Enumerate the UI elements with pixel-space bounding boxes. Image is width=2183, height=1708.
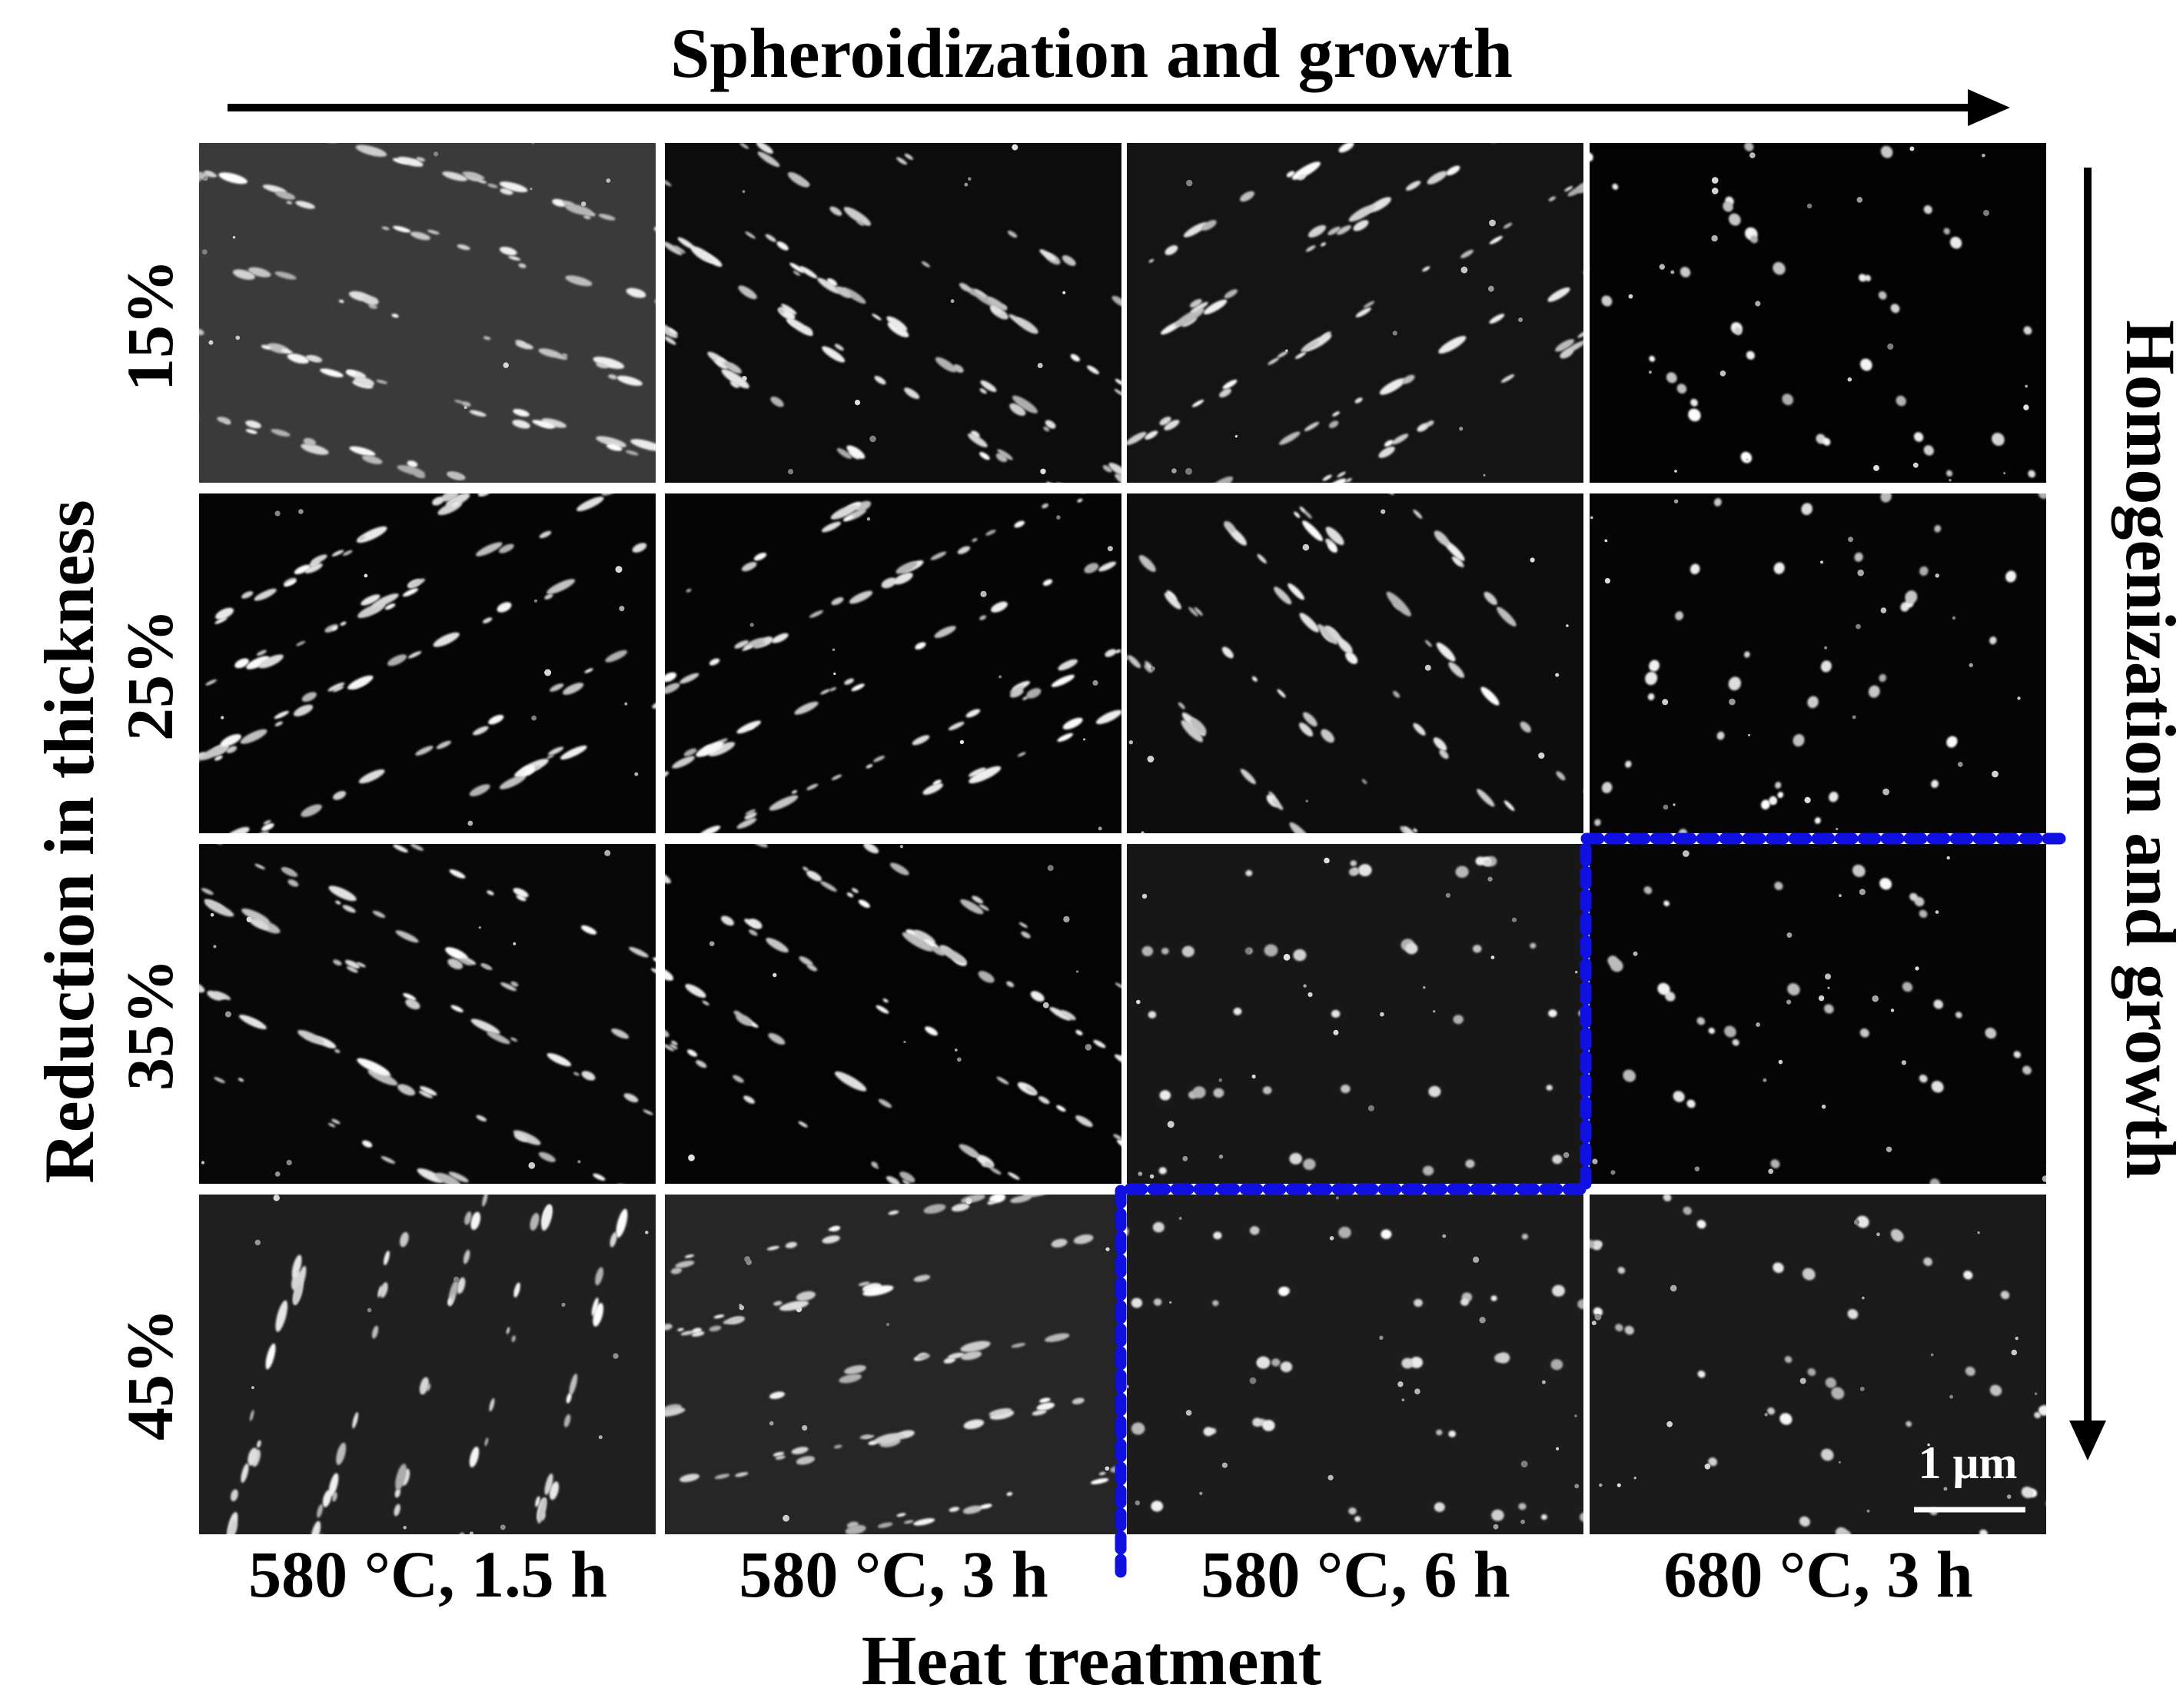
row-label-4: 45% xyxy=(113,1308,187,1441)
micrograph-panel-r4-c3 xyxy=(1127,1195,1583,1534)
micrograph-panel-r1-c2 xyxy=(665,143,1121,483)
column-label-2: 580 °C, 3 h xyxy=(739,1537,1048,1611)
micrograph-panel-r4-c2 xyxy=(665,1195,1121,1534)
micrograph-grid xyxy=(199,143,2046,1534)
micrograph-panel-r2-c3 xyxy=(1127,493,1583,833)
column-label-1: 580 °C, 1.5 h xyxy=(248,1537,607,1611)
micrograph-panel-r1-c4 xyxy=(1590,143,2046,483)
row-label-3: 35% xyxy=(113,959,187,1091)
micrograph-panel-r4-c1 xyxy=(199,1195,656,1534)
micrograph-panel-r3-c1 xyxy=(199,844,656,1184)
micrograph-panel-r3-c2 xyxy=(665,844,1121,1184)
column-label-4: 680 °C, 3 h xyxy=(1663,1537,1973,1611)
left-axis-title: Reduction in thickness xyxy=(30,500,108,1184)
micrograph-panel-r1-c1 xyxy=(199,143,656,483)
column-label-3: 580 °C, 6 h xyxy=(1201,1537,1510,1611)
scale-bar-label: 1 μm xyxy=(1918,1437,2018,1488)
micrograph-panel-r2-c1 xyxy=(199,493,656,833)
micrograph-panel-r3-c4 xyxy=(1590,844,2046,1184)
top-axis-title: Spheroidization and growth xyxy=(670,14,1513,92)
micrograph-panel-r1-c3 xyxy=(1127,143,1583,483)
micrograph-panel-r4-c4 xyxy=(1590,1195,2046,1534)
boundary-dotted-line xyxy=(1115,832,2070,1578)
row-label-1: 15% xyxy=(113,259,187,391)
bottom-axis-title: Heat treatment xyxy=(861,1621,1322,1700)
right-axis-title: Homogenization and growth xyxy=(2112,320,2183,1179)
right-arrow xyxy=(2069,168,2106,1460)
top-arrow xyxy=(228,89,2010,126)
row-label-2: 25% xyxy=(113,609,187,741)
micrograph-panel-r3-c3 xyxy=(1127,844,1583,1184)
micrograph-panel-r2-c4 xyxy=(1590,493,2046,833)
micrograph-panel-r2-c2 xyxy=(665,493,1121,833)
